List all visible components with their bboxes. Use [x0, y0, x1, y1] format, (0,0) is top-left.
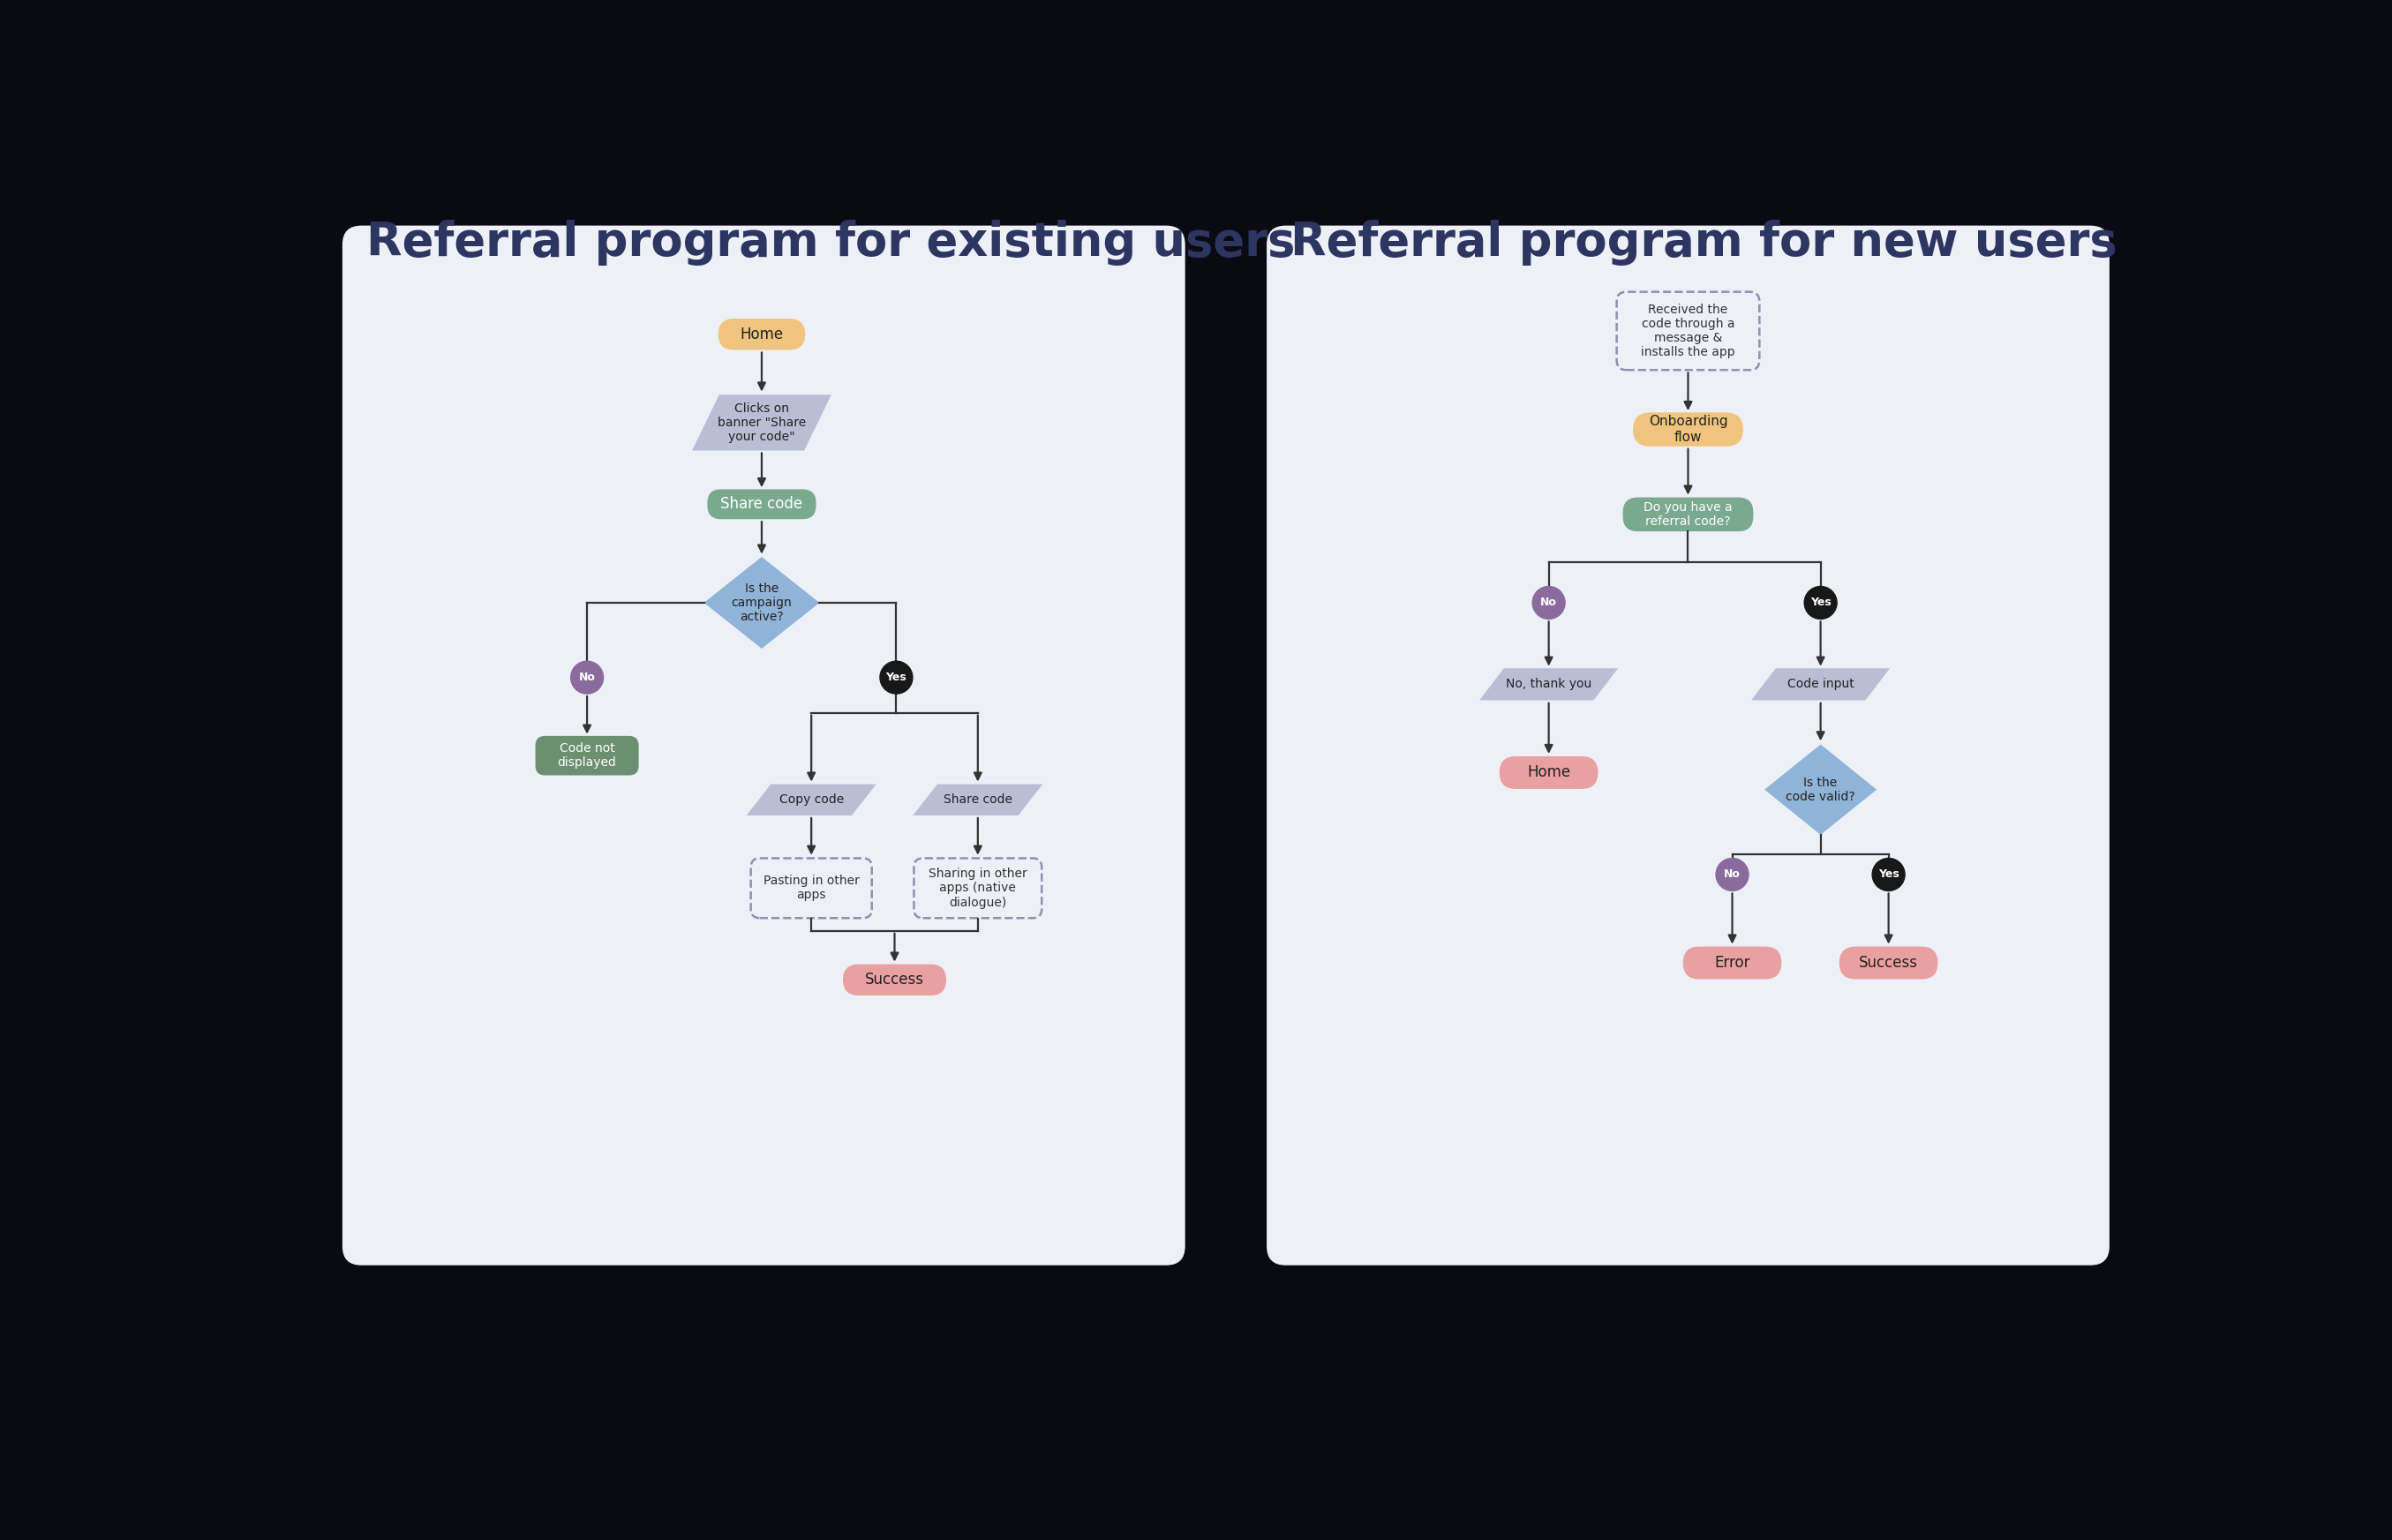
- Text: Is the
campaign
active?: Is the campaign active?: [732, 582, 792, 624]
- Polygon shape: [746, 784, 875, 815]
- Text: No: No: [1725, 869, 1741, 881]
- Text: Home: Home: [1526, 765, 1572, 781]
- Text: Share code: Share code: [942, 793, 1012, 805]
- FancyBboxPatch shape: [1839, 947, 1938, 979]
- Text: Code not
displayed: Code not displayed: [557, 742, 617, 768]
- Polygon shape: [1765, 744, 1878, 835]
- Text: No: No: [579, 671, 596, 684]
- Text: Received the
code through a
message &
installs the app: Received the code through a message & in…: [1641, 303, 1734, 359]
- FancyBboxPatch shape: [1617, 291, 1761, 370]
- Text: Yes: Yes: [885, 671, 907, 684]
- Text: Success: Success: [1859, 955, 1918, 970]
- Text: Success: Success: [866, 972, 923, 987]
- Polygon shape: [1751, 668, 1890, 701]
- Text: Referral program for existing users: Referral program for existing users: [366, 220, 1294, 265]
- Polygon shape: [914, 784, 1043, 815]
- FancyBboxPatch shape: [1500, 756, 1598, 788]
- FancyBboxPatch shape: [342, 225, 1184, 1266]
- Text: Copy code: Copy code: [780, 793, 844, 805]
- FancyBboxPatch shape: [1622, 497, 1753, 531]
- Circle shape: [572, 661, 603, 695]
- Text: Referral program for new users: Referral program for new users: [1289, 220, 2117, 265]
- FancyBboxPatch shape: [1634, 413, 1744, 447]
- FancyBboxPatch shape: [1268, 225, 2110, 1266]
- Text: Error: Error: [1715, 955, 1751, 970]
- Polygon shape: [703, 557, 820, 648]
- Text: Sharing in other
apps (native
dialogue): Sharing in other apps (native dialogue): [928, 867, 1026, 909]
- FancyBboxPatch shape: [536, 736, 639, 775]
- Text: Pasting in other
apps: Pasting in other apps: [763, 875, 859, 901]
- Text: Share code: Share code: [720, 496, 804, 513]
- Text: Code input: Code input: [1787, 678, 1854, 690]
- Text: Onboarding
flow: Onboarding flow: [1648, 416, 1727, 444]
- Polygon shape: [1478, 668, 1617, 701]
- Text: Is the
code valid?: Is the code valid?: [1787, 776, 1856, 802]
- FancyBboxPatch shape: [914, 858, 1041, 918]
- Circle shape: [1533, 587, 1564, 619]
- Text: Home: Home: [739, 326, 785, 342]
- Text: Yes: Yes: [1878, 869, 1899, 881]
- FancyBboxPatch shape: [842, 964, 947, 995]
- Text: No, thank you: No, thank you: [1507, 678, 1591, 690]
- Circle shape: [1873, 858, 1904, 890]
- FancyBboxPatch shape: [708, 490, 816, 519]
- Circle shape: [1804, 587, 1837, 619]
- Text: Clicks on
banner "Share
your code": Clicks on banner "Share your code": [718, 402, 806, 444]
- FancyBboxPatch shape: [1684, 947, 1782, 979]
- FancyBboxPatch shape: [718, 319, 806, 350]
- Polygon shape: [691, 394, 832, 451]
- Text: No: No: [1540, 598, 1557, 608]
- Text: Yes: Yes: [1811, 598, 1830, 608]
- Circle shape: [1715, 858, 1749, 890]
- FancyBboxPatch shape: [751, 858, 871, 918]
- Text: Do you have a
referral code?: Do you have a referral code?: [1643, 500, 1732, 528]
- Circle shape: [880, 661, 914, 695]
